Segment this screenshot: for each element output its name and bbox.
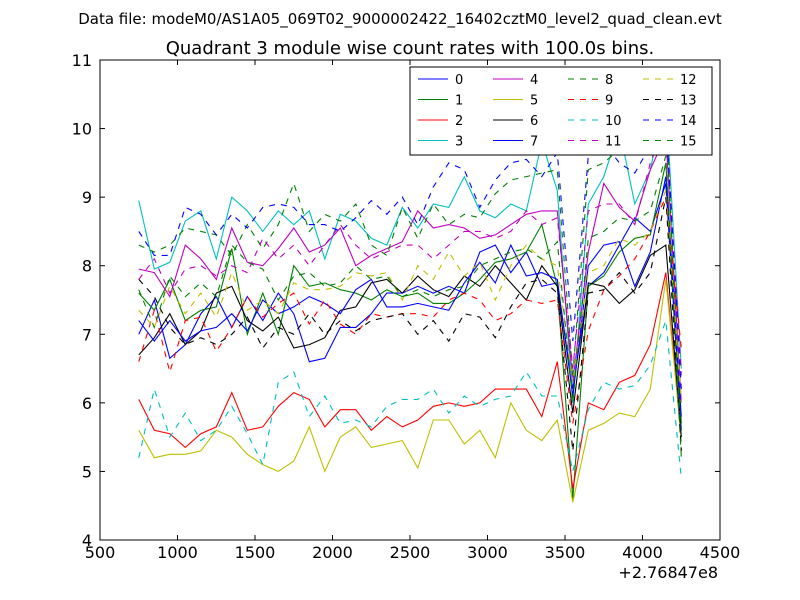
legend-box — [409, 66, 713, 156]
legend-label-4: 4 — [530, 73, 538, 88]
x-tick-label-4500: 4500 — [700, 543, 741, 562]
x-tick-label-1500: 1500 — [235, 543, 276, 562]
series-line-2 — [138, 272, 682, 489]
series-line-15 — [138, 155, 682, 458]
legend-label-11: 11 — [605, 135, 622, 150]
legend-label-3: 3 — [455, 135, 463, 150]
series-line-11 — [138, 121, 682, 376]
x-tick-label-2500: 2500 — [390, 543, 431, 562]
x-tick-label-2000: 2000 — [312, 543, 353, 562]
series-line-12 — [138, 190, 682, 403]
legend-label-9: 9 — [605, 94, 613, 109]
legend-label-15: 15 — [680, 135, 697, 150]
y-tick-label-4: 4 — [82, 531, 92, 550]
series-line-6 — [138, 244, 682, 438]
series-line-0 — [138, 183, 682, 431]
x-tick-label-1000: 1000 — [157, 543, 198, 562]
y-tick-label-10: 10 — [72, 120, 92, 139]
legend-label-14: 14 — [680, 114, 697, 129]
legend-label-2: 2 — [455, 114, 463, 129]
x-tick-label-500: 500 — [85, 543, 116, 562]
series-line-5 — [138, 279, 682, 503]
y-tick-label-9: 9 — [82, 188, 92, 207]
legend-label-1: 1 — [455, 94, 463, 109]
legend-label-8: 8 — [605, 73, 613, 88]
legend-label-7: 7 — [530, 135, 538, 150]
y-tick-label-7: 7 — [82, 325, 92, 344]
x-tick-label-4000: 4000 — [622, 543, 663, 562]
legend-label-10: 10 — [605, 114, 622, 129]
legend-label-13: 13 — [680, 94, 697, 109]
x-offset-label: +2.76847e8 — [618, 563, 718, 582]
y-tick-label-8: 8 — [82, 257, 92, 276]
legend-label-5: 5 — [530, 94, 538, 109]
series-line-14 — [138, 112, 682, 390]
y-tick-label-6: 6 — [82, 394, 92, 413]
series-line-4 — [138, 135, 682, 403]
series-line-9 — [138, 195, 682, 424]
series-line-1 — [138, 162, 682, 499]
x-tick-label-3500: 3500 — [545, 543, 586, 562]
legend-label-6: 6 — [530, 114, 538, 129]
legend-label-12: 12 — [680, 73, 697, 88]
series-layer — [138, 97, 682, 503]
chart-title: Quadrant 3 module wise count rates with … — [166, 38, 655, 59]
legend-label-0: 0 — [455, 73, 463, 88]
series-line-13 — [138, 196, 682, 451]
series-line-7 — [138, 176, 682, 417]
x-tick-label-3000: 3000 — [467, 543, 508, 562]
y-tick-label-11: 11 — [72, 51, 92, 70]
series-line-3 — [138, 97, 682, 403]
y-tick-label-5: 5 — [82, 462, 92, 481]
axis-layer: 500 1000 1500 2000 2500 3000 3500 4000 4500 4 5 6 7 8… — [72, 51, 741, 562]
suptitle: Data file: modeM0/AS1A05_069T02_90000024… — [78, 10, 722, 29]
